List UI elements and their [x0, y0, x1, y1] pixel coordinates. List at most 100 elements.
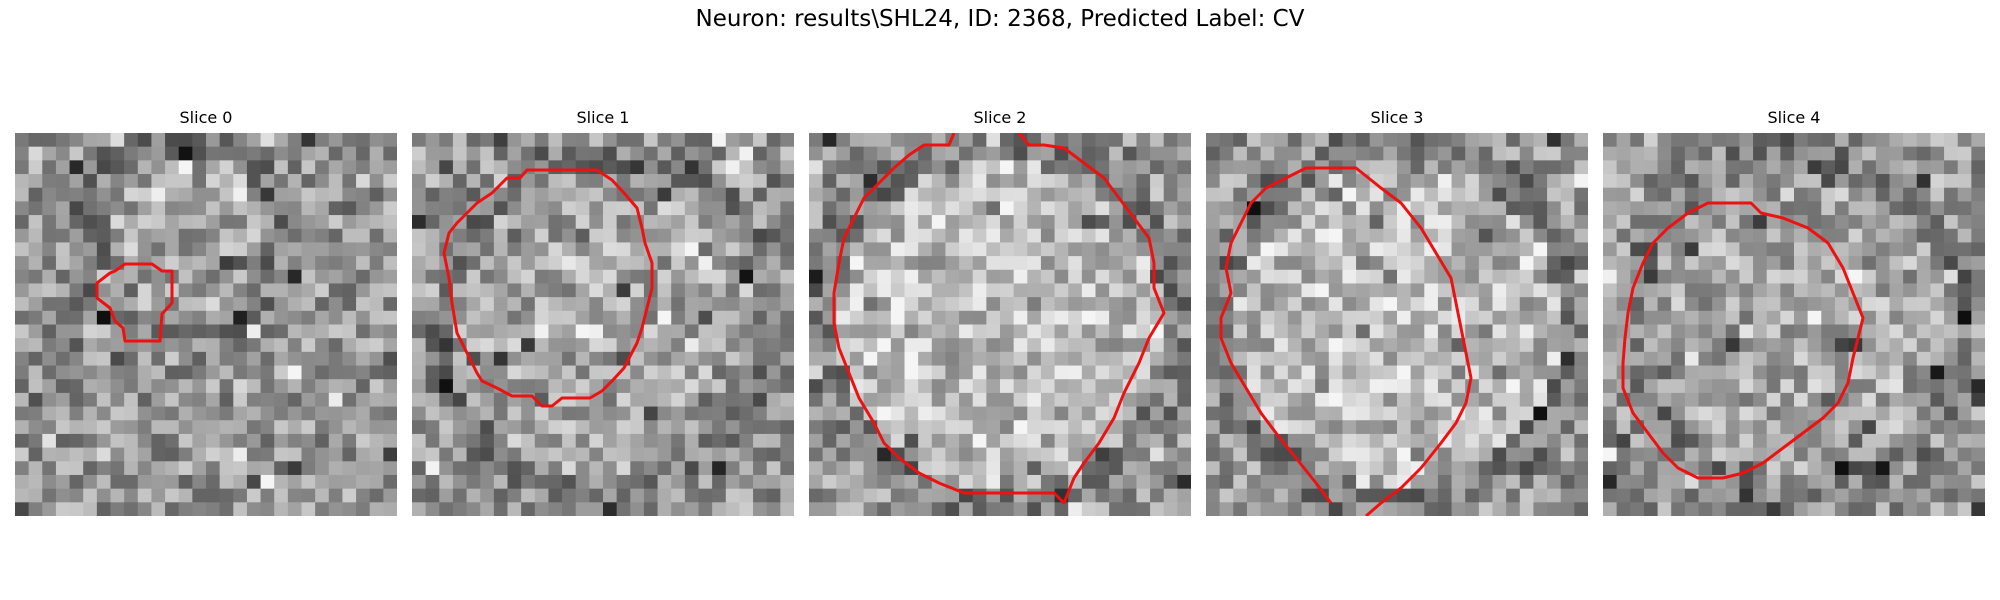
- pixel-cell: [260, 146, 275, 161]
- pixel-cell: [548, 488, 563, 503]
- pixel-cell: [589, 201, 604, 216]
- pixel-cell: [356, 187, 371, 202]
- pixel-cell: [1862, 269, 1877, 285]
- pixel-cell: [1821, 420, 1836, 435]
- pixel-cell: [1903, 406, 1918, 421]
- pixel-cell: [1506, 502, 1521, 516]
- pixel-cell: [328, 474, 344, 490]
- pixel-cell: [1206, 420, 1221, 435]
- pixel-cell: [466, 420, 481, 435]
- pixel-cell: [383, 433, 397, 449]
- pixel-cell: [1848, 488, 1863, 503]
- pixel-cell: [836, 160, 851, 175]
- pixel-cell: [1739, 310, 1754, 326]
- pixel-cell: [439, 187, 454, 202]
- pixel-cell: [616, 242, 631, 257]
- pixel-cell: [1547, 461, 1562, 476]
- pixel-cell: [712, 365, 727, 380]
- pixel-cell: [1478, 201, 1494, 216]
- pixel-cell: [725, 201, 741, 216]
- pixel-cell: [753, 187, 768, 202]
- pixel-cell: [766, 269, 781, 285]
- pixel-cell: [562, 338, 577, 353]
- pixel-cell: [1916, 488, 1932, 503]
- pixel-cell: [1027, 256, 1042, 271]
- pixel-cell: [1766, 502, 1781, 516]
- pixel-cell: [1095, 474, 1110, 490]
- pixel-cell: [412, 461, 427, 476]
- pixel-cell: [69, 324, 84, 339]
- pixel-cell: [562, 365, 577, 380]
- pixel-cell: [1150, 461, 1165, 476]
- pixel-cell: [1328, 379, 1344, 394]
- pixel-cell: [1233, 297, 1248, 312]
- pixel-cell: [315, 406, 330, 421]
- pixel-cell: [1848, 146, 1863, 161]
- pixel-cell: [698, 433, 713, 449]
- pixel-cell: [356, 146, 371, 161]
- pixel-cell: [1643, 283, 1659, 298]
- pixel-cell: [1260, 242, 1275, 257]
- pixel-cell: [1369, 420, 1384, 435]
- pixel-cell: [684, 433, 700, 449]
- pixel-cell: [1356, 420, 1371, 435]
- pixel-cell: [480, 324, 495, 339]
- pixel-cell: [15, 502, 30, 516]
- pixel-cell: [124, 160, 139, 175]
- pixel-cell: [480, 133, 495, 148]
- pixel-cell: [562, 461, 577, 476]
- pixel-cell: [1369, 146, 1384, 161]
- pixel-cell: [165, 146, 180, 161]
- pixel-cell: [1122, 502, 1138, 516]
- pixel-cell: [1451, 242, 1466, 257]
- pixel-cell: [1478, 351, 1494, 367]
- pixel-cell: [1328, 433, 1344, 449]
- pixel-cell: [1753, 324, 1768, 339]
- pixel-cell: [507, 474, 522, 490]
- pixel-cell: [452, 406, 468, 421]
- pixel-cell: [1287, 187, 1303, 202]
- slice-3-canvas: [1206, 133, 1588, 516]
- pixel-cell: [1657, 406, 1672, 421]
- pixel-cell: [1916, 474, 1932, 490]
- pixel-cell: [412, 420, 427, 435]
- pixel-cell: [1930, 406, 1945, 421]
- pixel-cell: [739, 215, 754, 230]
- pixel-cell: [630, 146, 645, 161]
- pixel-cell: [1930, 160, 1945, 175]
- pixel-cell: [1862, 228, 1877, 244]
- pixel-cell: [1506, 447, 1521, 462]
- pixel-cell: [1369, 160, 1384, 175]
- pixel-cell: [918, 447, 933, 462]
- pixel-cell: [1206, 392, 1221, 408]
- pixel-cell: [301, 187, 316, 202]
- pixel-cell: [1068, 365, 1083, 380]
- pixel-cell: [1465, 187, 1480, 202]
- pixel-cell: [110, 379, 125, 394]
- pixel-cell: [1506, 228, 1521, 244]
- pixel-cell: [698, 160, 713, 175]
- pixel-cell: [369, 392, 384, 408]
- pixel-cell: [1410, 146, 1425, 161]
- pixel-cell: [412, 174, 427, 189]
- pixel-cell: [1506, 324, 1521, 339]
- pixel-cell: [877, 256, 892, 271]
- pixel-cell: [1342, 283, 1357, 298]
- pixel-cell: [260, 474, 275, 490]
- pixel-cell: [1766, 338, 1781, 353]
- pixel-cell: [1862, 174, 1877, 189]
- pixel-cell: [1957, 324, 1972, 339]
- pixel-cell: [342, 310, 357, 326]
- pixel-cell: [616, 283, 631, 298]
- pixel-cell: [439, 324, 454, 339]
- pixel-cell: [1766, 242, 1781, 257]
- pixel-cell: [1574, 160, 1588, 175]
- pixel-cell: [603, 488, 618, 503]
- pixel-cell: [657, 351, 672, 367]
- pixel-cell: [1410, 365, 1425, 380]
- pixel-cell: [1725, 379, 1741, 394]
- pixel-cell: [1725, 160, 1741, 175]
- pixel-cell: [1492, 379, 1507, 394]
- pixel-cell: [1603, 146, 1618, 161]
- pixel-cell: [766, 365, 781, 380]
